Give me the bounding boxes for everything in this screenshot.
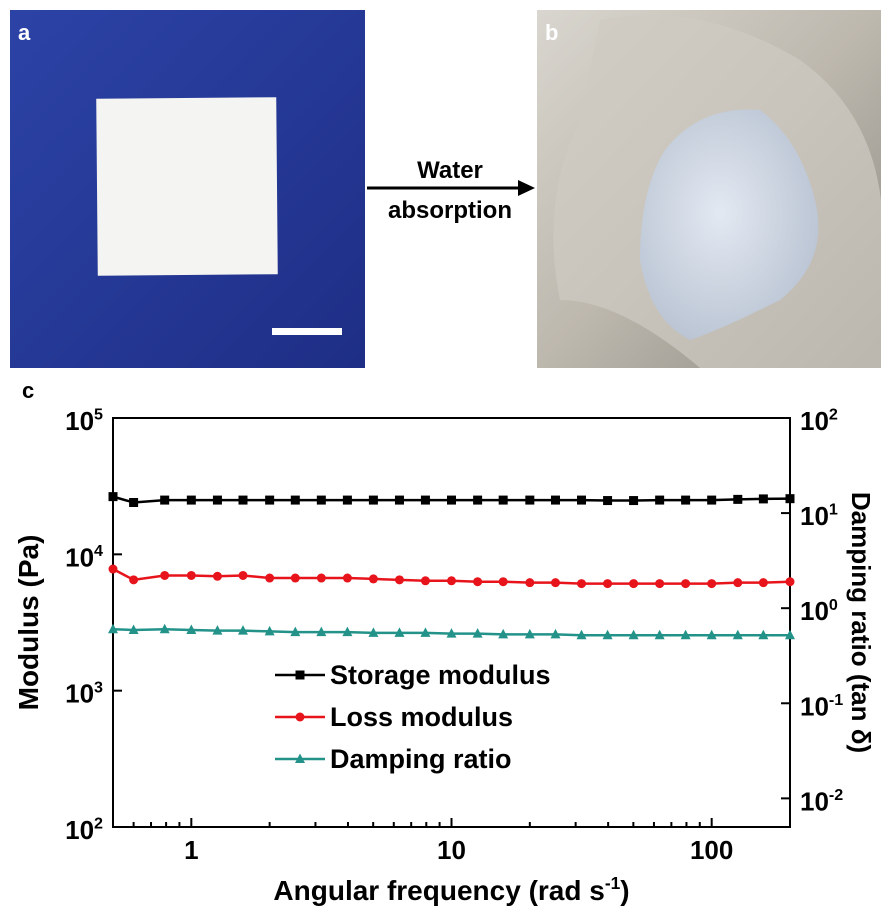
marker	[296, 671, 305, 680]
y2-tick-label: 10-2	[800, 786, 843, 816]
marker	[733, 495, 742, 504]
marker	[421, 576, 430, 585]
y-tick-label: 105	[65, 406, 103, 436]
marker	[291, 496, 300, 505]
marker	[343, 574, 352, 583]
y2-tick-label: 100	[800, 596, 838, 626]
marker	[603, 579, 612, 588]
marker	[786, 577, 795, 586]
marker	[525, 578, 534, 587]
marker	[109, 492, 118, 501]
marker	[129, 498, 138, 507]
marker	[129, 575, 138, 584]
marker	[577, 579, 586, 588]
marker	[239, 496, 248, 505]
marker	[707, 579, 716, 588]
y-tick-label: 102	[65, 815, 103, 845]
marker	[160, 496, 169, 505]
marker	[343, 496, 352, 505]
x-axis-title: Angular frequency (rad s-1)	[273, 873, 629, 906]
legend-label: Damping ratio	[330, 744, 512, 774]
x-tick-label: 10	[437, 835, 466, 865]
sponge	[96, 97, 278, 276]
marker	[707, 496, 716, 505]
y2-tick-label: 102	[800, 406, 838, 436]
marker	[629, 579, 638, 588]
y-tick-label: 103	[65, 678, 103, 708]
y2-tick-label: 101	[800, 501, 838, 531]
marker	[187, 571, 196, 580]
marker	[395, 496, 404, 505]
marker	[395, 575, 404, 584]
page: {"panels": {"a": {"label": "a"}, "b": {"…	[0, 0, 881, 912]
marker	[421, 496, 430, 505]
marker	[577, 496, 586, 505]
marker	[655, 579, 664, 588]
figure: a b Water absorption c 1 10 100 102 103 104 10…	[0, 0, 881, 912]
marker	[733, 578, 742, 587]
marker	[447, 576, 456, 585]
y2-tick-label: 10-1	[800, 691, 843, 721]
arrow-head	[518, 180, 535, 196]
marker	[473, 496, 482, 505]
marker	[551, 496, 560, 505]
panel-label: b	[545, 20, 558, 45]
marker	[265, 574, 274, 583]
marker	[239, 571, 248, 580]
y-tick-label: 104	[65, 542, 103, 572]
marker	[291, 574, 300, 583]
marker	[499, 496, 508, 505]
marker	[473, 577, 482, 586]
marker	[681, 496, 690, 505]
marker	[655, 496, 664, 505]
marker	[213, 496, 222, 505]
marker	[296, 713, 305, 722]
legend-label: Loss modulus	[330, 702, 513, 732]
panel-label: c	[22, 378, 34, 403]
marker	[629, 496, 638, 505]
x-tick-label: 100	[690, 835, 733, 865]
panel-label: a	[18, 20, 31, 45]
marker	[759, 494, 768, 503]
y2-axis-title: Damping ratio (tan δ)	[846, 492, 876, 753]
arrow-label: Water	[417, 157, 483, 184]
marker	[551, 578, 560, 587]
marker	[681, 579, 690, 588]
marker	[265, 496, 274, 505]
marker	[759, 578, 768, 587]
marker	[369, 574, 378, 583]
y-axis-title: Modulus (Pa)	[13, 535, 44, 711]
marker	[525, 496, 534, 505]
marker	[369, 496, 378, 505]
arrow-label: absorption	[388, 197, 512, 224]
chart: 1 10 100 102 103 104 105 10-2 10-1 100 101 102 Angul…	[13, 406, 876, 906]
marker	[187, 496, 196, 505]
x-tick-label: 1	[184, 835, 198, 865]
marker	[499, 577, 508, 586]
marker	[447, 496, 456, 505]
scale-bar	[272, 328, 342, 335]
marker	[786, 494, 795, 503]
marker	[317, 496, 326, 505]
marker	[213, 572, 222, 581]
marker	[603, 496, 612, 505]
marker	[160, 571, 169, 580]
marker	[317, 574, 326, 583]
marker	[109, 565, 118, 574]
legend-label: Storage modulus	[330, 660, 551, 690]
